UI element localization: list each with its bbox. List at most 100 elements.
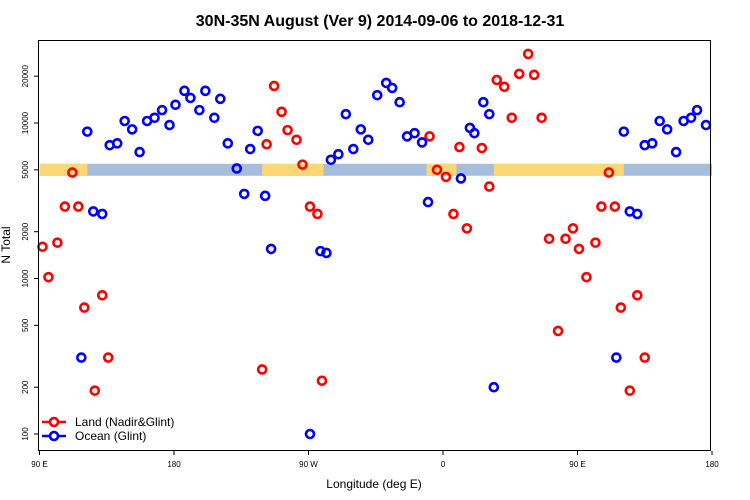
land-point [37, 241, 48, 253]
ocean-point [76, 352, 87, 363]
land-point [631, 289, 643, 301]
land-point [261, 138, 272, 150]
land-point [297, 159, 308, 170]
ocean-point [119, 115, 130, 127]
land-point [89, 385, 101, 396]
land-point [304, 201, 316, 212]
land-point [454, 141, 465, 153]
data-points [37, 48, 712, 440]
x-tick-label: 0 [441, 460, 446, 469]
ocean-point [333, 148, 344, 160]
ocean-point [111, 138, 123, 149]
ocean-point [82, 126, 93, 137]
ocean-point [321, 247, 332, 259]
chart-title: 30N-35N August (Ver 9) 2014-09-06 to 201… [196, 13, 565, 30]
ocean-point [231, 163, 243, 174]
ocean-point [646, 138, 658, 149]
land-point [543, 233, 555, 245]
ocean-point [259, 190, 271, 202]
x-axis-label: Longitude (deg E) [326, 477, 421, 491]
ocean-point [422, 196, 434, 208]
land-point [268, 80, 280, 92]
ocean-point [265, 243, 277, 255]
land-point [528, 69, 540, 81]
x-tick-label: 90 E [31, 460, 47, 469]
land-point [624, 385, 636, 396]
y-tick-label: 1000 [21, 269, 30, 287]
y-tick-label: 20000 [21, 65, 30, 88]
land-point [522, 48, 534, 60]
y-tick-label: 500 [21, 318, 30, 332]
land-point [513, 68, 525, 80]
land-band-segment [493, 163, 624, 176]
land-point [609, 201, 621, 212]
y-tick-label: 100 [21, 427, 30, 441]
x-tick-label: 180 [705, 460, 719, 469]
ocean-point [661, 124, 673, 135]
ocean-point [222, 138, 234, 149]
ocean-point [355, 124, 367, 135]
land-point [491, 74, 503, 86]
y-axis-ticks: 100 200 500 1000 2000 5000 10000 20000 [21, 65, 39, 441]
ocean-point [654, 115, 665, 127]
land-point [96, 289, 108, 301]
legend-marker [48, 430, 60, 442]
land-point [603, 167, 615, 178]
land-point [431, 164, 443, 176]
land-point [256, 364, 268, 375]
ocean-point [670, 146, 682, 158]
land-point [448, 208, 459, 220]
ocean-point [126, 124, 138, 135]
ocean-point [416, 137, 428, 148]
ocean-point [315, 245, 326, 257]
ocean-point [455, 173, 467, 184]
ocean-point [304, 428, 316, 440]
plot-frame [38, 40, 711, 451]
land-point [498, 81, 510, 93]
ocean-point [88, 206, 99, 217]
land-point [476, 142, 488, 154]
ocean-point [209, 112, 220, 124]
ocean-point [164, 119, 175, 131]
land-band-segment [39, 163, 88, 176]
ocean-point [244, 143, 256, 155]
ocean-point [611, 352, 622, 363]
ocean-point [185, 92, 196, 104]
land-point [573, 243, 585, 255]
legend: Land (Nadir&Glint)Ocean (Glint) [42, 415, 174, 443]
land-point [312, 208, 323, 220]
land-point [59, 201, 71, 212]
ocean-point [618, 126, 630, 137]
ocean-point [252, 125, 263, 137]
ocean-point [215, 93, 226, 105]
land-point [536, 112, 547, 124]
land-point [291, 134, 302, 146]
ocean-point [179, 85, 190, 97]
ocean-point [134, 146, 145, 158]
y-tick-label: 200 [21, 380, 30, 394]
land-point [484, 181, 495, 192]
land-point [79, 302, 90, 313]
ocean-point [700, 119, 712, 131]
land-point [316, 375, 328, 387]
land-band-segment [262, 163, 324, 176]
land-point [282, 124, 293, 136]
ocean-point [96, 208, 108, 220]
ocean-point [484, 108, 495, 120]
ocean-point [200, 85, 211, 97]
land-point [639, 352, 651, 363]
land-point [276, 106, 287, 118]
y-tick-label: 10000 [21, 111, 30, 134]
y-axis-label: N Total [0, 226, 13, 263]
land-point [461, 223, 473, 234]
legend-label: Ocean (Glint) [75, 429, 146, 443]
ocean-point [348, 143, 359, 155]
land-point [552, 325, 564, 337]
land-point [581, 271, 592, 283]
land-point [67, 167, 78, 178]
land-point [506, 112, 518, 124]
ocean-point [488, 381, 500, 393]
land-point [52, 237, 63, 248]
land-point [590, 237, 601, 248]
